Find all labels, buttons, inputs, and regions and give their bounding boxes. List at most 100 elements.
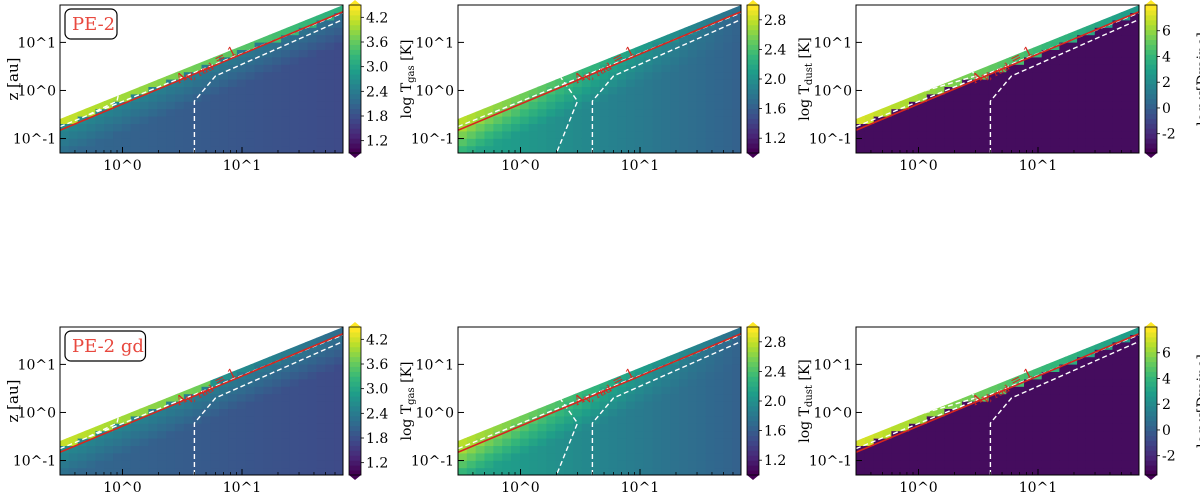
heatmap-cell: [988, 423, 999, 432]
heatmap-cell: [272, 408, 282, 417]
heatmap-field: [856, 327, 1139, 475]
heatmap-cell: [1103, 49, 1114, 58]
heatmap-cell: [1130, 445, 1139, 454]
colorbar-segment: [747, 425, 759, 432]
heatmap-cell: [148, 430, 158, 439]
heatmap-cell: [298, 145, 309, 153]
heatmap-cell: [210, 430, 220, 439]
heatmap-cell: [236, 364, 247, 372]
heatmap-cell: [723, 93, 733, 102]
colorbar-segment: [747, 401, 759, 407]
colorbar-segment: [747, 420, 759, 427]
heatmap-cell: [1024, 101, 1034, 110]
heatmap-cell: [696, 116, 707, 124]
heatmap-cell: [679, 86, 689, 95]
heatmap-cell: [555, 101, 565, 110]
heatmap-cell: [298, 19, 309, 28]
heatmap-cell: [325, 42, 335, 50]
heatmap-cell: [254, 386, 265, 395]
colorbar-extend-top: [349, 322, 361, 327]
heatmap-cell: [86, 116, 96, 124]
heatmap-cell: [1024, 452, 1034, 461]
heatmap-cell: [687, 130, 698, 139]
heatmap-cell: [1024, 467, 1034, 475]
colorbar-segment: [1145, 83, 1157, 90]
heatmap-cell: [298, 116, 309, 124]
heatmap-cell: [617, 49, 627, 58]
heatmap-cell: [201, 86, 211, 95]
heatmap-cell: [555, 430, 565, 439]
heatmap-cell: [192, 101, 203, 110]
heatmap-cell: [661, 86, 671, 95]
heatmap-cell: [882, 108, 892, 117]
heatmap-cell: [1068, 386, 1078, 395]
heatmap-cell: [687, 138, 698, 147]
heatmap-cell: [263, 371, 273, 380]
colorbar-segment: [747, 351, 759, 358]
heatmap-cell: [130, 445, 141, 454]
colorbar-tick-label: 4: [1162, 371, 1171, 387]
heatmap-cell: [979, 423, 990, 432]
heatmap-cell: [696, 79, 707, 87]
heatmap-cell: [104, 460, 114, 469]
heatmap-cell: [228, 130, 238, 139]
colorbar-segment: [1145, 44, 1157, 50]
heatmap-cell: [564, 467, 574, 475]
heatmap-cell: [77, 108, 88, 117]
heatmap-cell: [289, 34, 300, 43]
colorbar-segment: [747, 327, 759, 333]
heatmap-cell: [555, 438, 565, 446]
heatmap-cell: [626, 408, 636, 417]
heatmap-cell: [705, 145, 716, 153]
heatmap-cell: [316, 415, 326, 424]
heatmap-cell: [174, 423, 185, 432]
heatmap-cell: [201, 393, 211, 402]
heatmap-cell: [148, 101, 158, 110]
heatmap-cell: [564, 438, 574, 446]
heatmap-cell: [900, 452, 910, 461]
colorbar-segment: [349, 143, 361, 149]
heatmap-cell: [555, 138, 565, 147]
heatmap-cell: [166, 430, 176, 439]
heatmap-cell: [643, 423, 654, 432]
heatmap-cell: [670, 415, 680, 424]
colorbar-segment: [1145, 376, 1157, 382]
heatmap-cell: [732, 108, 741, 117]
heatmap-cell: [723, 341, 733, 350]
heatmap-cell: [263, 56, 273, 65]
heatmap-cell: [157, 130, 167, 139]
heatmap-cell: [86, 467, 96, 475]
heatmap-cell: [316, 430, 326, 439]
heatmap-cell: [608, 116, 618, 124]
y-tick-label: 10^1: [18, 35, 56, 51]
colorbar-segment: [1145, 93, 1157, 100]
heatmap-cell: [1094, 386, 1105, 395]
heatmap-cell: [608, 386, 618, 395]
heatmap-cell: [316, 467, 326, 475]
heatmap-cell: [519, 452, 530, 461]
heatmap-cell: [882, 445, 892, 454]
heatmap-cell: [714, 130, 724, 139]
heatmap-cell: [281, 460, 291, 469]
heatmap-cell: [95, 145, 105, 153]
heatmap-cell: [1121, 371, 1131, 380]
heatmap-cell: [166, 393, 176, 402]
heatmap-cell: [95, 445, 105, 454]
heatmap-cell: [1130, 334, 1139, 343]
heatmap-cell: [1112, 93, 1122, 102]
heatmap-cell: [723, 101, 733, 110]
heatmap-cell: [926, 86, 937, 95]
heatmap-cell: [643, 71, 654, 80]
colorbar-segment: [1145, 465, 1157, 471]
heatmap-cell: [1077, 130, 1087, 139]
heatmap-cell: [1041, 364, 1052, 372]
heatmap-cell: [511, 415, 521, 424]
colorbar-segment: [349, 381, 361, 387]
heatmap-cell: [289, 401, 300, 409]
heatmap-cell: [272, 42, 282, 50]
heatmap-cell: [281, 349, 291, 358]
heatmap-cell: [272, 130, 282, 139]
heatmap-cell: [1103, 364, 1114, 372]
heatmap-cell: [687, 123, 698, 132]
